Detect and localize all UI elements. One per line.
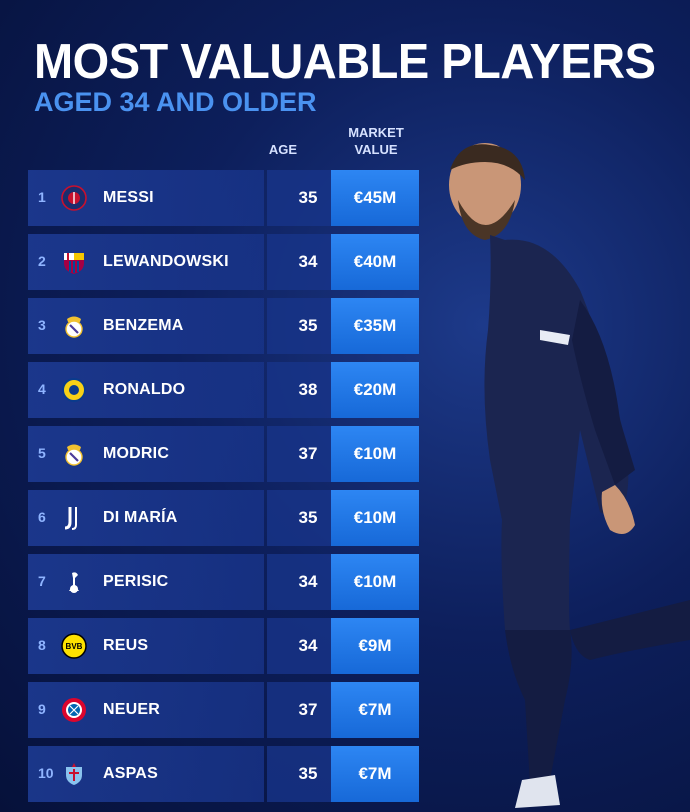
player-market-value: €7M: [358, 764, 392, 783]
player-age: 34: [298, 572, 318, 591]
player-name: DI MARÍA: [103, 509, 178, 526]
dortmund-crest-icon: BVB: [61, 633, 87, 659]
market-value-cell: [331, 490, 419, 546]
table-row: 9 NEUER 37 €7M: [24, 682, 420, 738]
market-value-cell: [331, 618, 419, 674]
player-age: 35: [298, 508, 318, 527]
tottenham-crest-icon: [61, 569, 87, 595]
player-market-value: €40M: [353, 252, 397, 271]
player-market-value: €7M: [358, 700, 392, 719]
market-value-cell: [331, 746, 419, 802]
barcelona-crest-icon: [61, 249, 87, 275]
table-row: 5 MODRIC 37 €10M: [24, 426, 420, 482]
table-row: 1 MESSI 35 €45M: [24, 170, 420, 226]
player-name: PERISIC: [103, 573, 169, 590]
market-value-cell: [331, 682, 419, 738]
market-value-column-header: MARKET VALUE: [330, 124, 422, 158]
table-row: 7 PERISIC 34 €10M: [24, 554, 420, 610]
age-column-header: AGE: [268, 142, 298, 157]
bayern-crest-icon: [61, 697, 87, 723]
player-age: 35: [298, 316, 318, 335]
market-value-cell: [331, 298, 419, 354]
rank-number: 7: [38, 573, 46, 589]
market-value-cell: [331, 426, 419, 482]
table-row: 3 BENZEMA 35 €35M: [24, 298, 420, 354]
player-name: NEUER: [103, 701, 161, 718]
table-row: 6 DI MARÍA 35 €10M: [24, 490, 420, 546]
player-market-value: €45M: [353, 188, 397, 207]
al-nassr-crest-icon: [61, 377, 87, 403]
market-value-header-line1: MARKET: [348, 125, 404, 140]
juventus-crest-icon: [61, 505, 87, 531]
market-value-header-line2: VALUE: [354, 142, 398, 157]
player-name: RONALDO: [103, 381, 186, 398]
player-market-value: €35M: [353, 316, 397, 335]
player-age: 37: [298, 700, 318, 719]
table-row: 10 ASPAS 35 €7M: [24, 746, 420, 802]
page-title: MOST VALUABLE PLAYERS: [34, 33, 656, 89]
player-age: 34: [298, 636, 318, 655]
player-age: 38: [298, 380, 318, 399]
market-value-cell: [331, 362, 419, 418]
player-cell: [28, 490, 264, 546]
page-subtitle: AGED 34 AND OLDER: [34, 87, 317, 117]
market-value-cell: [331, 554, 419, 610]
player-photo: [449, 143, 690, 808]
table-row: 2 LEWANDOWSKI 34 €40M: [24, 234, 420, 290]
real-madrid-crest-icon: [61, 313, 87, 339]
player-age: 37: [298, 444, 318, 463]
player-age: 35: [298, 764, 318, 783]
real-madrid-crest-icon: [61, 441, 87, 467]
psg-crest-icon: [61, 185, 87, 211]
player-name: BENZEMA: [103, 317, 184, 334]
rank-number: 6: [38, 509, 46, 525]
table-row: 4 RONALDO 38 €20M: [24, 362, 420, 418]
player-cell: [28, 554, 264, 610]
rank-number: 2: [38, 253, 46, 269]
rank-number: 3: [38, 317, 46, 333]
market-value-cell: [331, 234, 419, 290]
rank-number: 9: [38, 701, 46, 717]
player-market-value: €10M: [353, 508, 397, 527]
player-name: MODRIC: [103, 445, 170, 462]
player-name: REUS: [103, 637, 149, 654]
player-market-value: €10M: [353, 572, 397, 591]
celta-crest-icon: [61, 761, 87, 787]
player-age: 35: [298, 188, 318, 207]
rank-number: 10: [38, 765, 54, 781]
rank-number: 4: [38, 381, 46, 397]
player-name: MESSI: [103, 189, 154, 206]
rank-number: 1: [38, 189, 46, 205]
svg-text:BVB: BVB: [66, 642, 83, 651]
table-row: 8 BVB REUS 34 €9M: [24, 618, 420, 674]
player-market-value: €9M: [358, 636, 392, 655]
rank-number: 5: [38, 445, 46, 461]
player-market-value: €10M: [353, 444, 397, 463]
market-value-cell: [331, 170, 419, 226]
player-name: ASPAS: [103, 765, 158, 782]
player-market-value: €20M: [353, 380, 397, 399]
rank-number: 8: [38, 637, 46, 653]
player-age: 34: [298, 252, 318, 271]
player-name: LEWANDOWSKI: [103, 253, 229, 270]
